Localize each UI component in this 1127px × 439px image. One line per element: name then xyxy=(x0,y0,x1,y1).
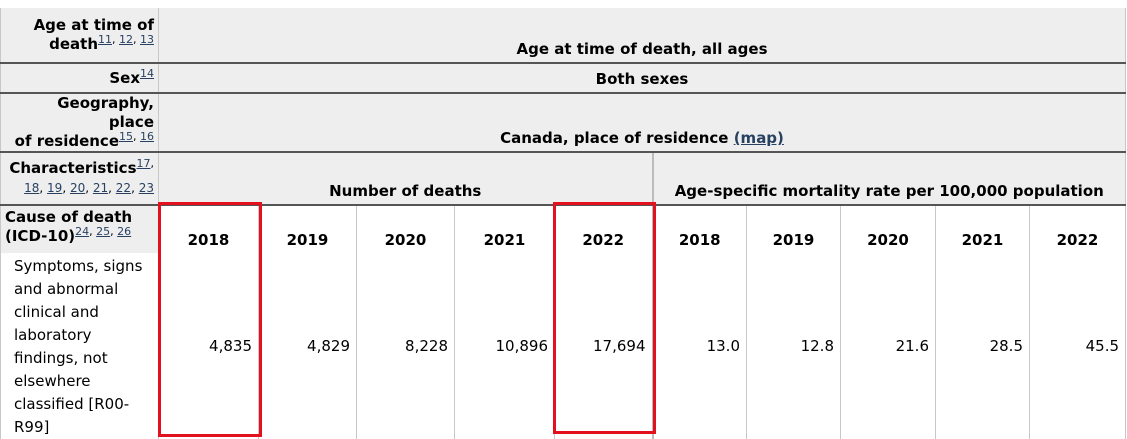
mortality-table: Age at time of death11, 12, 13 Age at ti… xyxy=(0,8,1127,439)
footnote-link-16[interactable]: 16 xyxy=(140,130,154,143)
footnote-link-14[interactable]: 14 xyxy=(140,66,154,80)
footnote-link-18[interactable]: 18 xyxy=(24,181,40,195)
footnote-link-13[interactable]: 13 xyxy=(140,33,154,46)
footnote-link-24[interactable]: 24 xyxy=(75,225,90,238)
footnote-link-23[interactable]: 23 xyxy=(138,181,154,195)
value-cell: 10,896 xyxy=(454,253,555,439)
table-row: Symptoms, signs and abnormal clinical an… xyxy=(0,253,1127,439)
value-cell: 28.5 xyxy=(935,253,1030,439)
value-cell: 12.8 xyxy=(746,253,841,439)
cause-of-death-cell: Symptoms, signs and abnormal clinical an… xyxy=(0,253,159,439)
age-header: Age at time of death11, 12, 13 xyxy=(0,8,159,64)
footnote-link-11[interactable]: 11 xyxy=(98,33,112,46)
sex-value: Both sexes xyxy=(157,63,1127,94)
year-header-deaths-2019: 2019 xyxy=(258,205,357,253)
age-value: Age at time of death, all ages xyxy=(157,8,1127,64)
footnote-link-15[interactable]: 15 xyxy=(119,130,133,143)
value-cell: 13.0 xyxy=(651,253,747,439)
year-header-deaths-2020: 2020 xyxy=(356,205,455,253)
footnote-link-26[interactable]: 26 xyxy=(117,225,132,238)
footnote-link-19[interactable]: 19 xyxy=(47,181,63,195)
characteristics-header: Characteristics17, 18, 19, 20, 21, 22, 2… xyxy=(0,152,159,206)
year-header-rate-2018: 2018 xyxy=(651,205,747,253)
sex-header: Sex14 xyxy=(0,63,159,94)
value-cell: 8,228 xyxy=(356,253,455,439)
footnote-link-20[interactable]: 20 xyxy=(69,181,86,195)
value-cell: 4,835 xyxy=(158,253,259,439)
group-number-of-deaths: Number of deaths xyxy=(158,152,653,206)
cause-header: Cause of death (ICD-10)24, 25, 26 xyxy=(0,205,159,253)
group-mortality-rate: Age-specific mortality rate per 100,000 … xyxy=(651,152,1127,206)
value-cell: 4,829 xyxy=(258,253,357,439)
footnote-link-22[interactable]: 22 xyxy=(115,181,132,195)
geography-value: Canada, place of residence (map) xyxy=(157,93,1127,153)
value-cell: 21.6 xyxy=(840,253,936,439)
year-header-rate-2020: 2020 xyxy=(840,205,936,253)
year-header-rate-2022: 2022 xyxy=(1028,205,1127,253)
year-header-deaths-2021: 2021 xyxy=(454,205,555,253)
footnote-link-25[interactable]: 25 xyxy=(96,225,111,238)
year-header-rate-2019: 2019 xyxy=(746,205,841,253)
year-header-rate-2021: 2021 xyxy=(935,205,1030,253)
year-header-deaths-2022: 2022 xyxy=(554,205,653,253)
footnote-link-12[interactable]: 12 xyxy=(119,33,133,46)
footnote-link-21[interactable]: 21 xyxy=(92,181,109,195)
geography-header: Geography, place of residence15, 16 xyxy=(0,93,159,153)
value-cell: 45.5 xyxy=(1028,253,1127,439)
map-link[interactable]: (map) xyxy=(733,129,784,147)
footnote-link-17[interactable]: 17 xyxy=(136,157,151,170)
year-header-deaths-2018: 2018 xyxy=(158,205,259,253)
value-cell: 17,694 xyxy=(554,253,653,439)
